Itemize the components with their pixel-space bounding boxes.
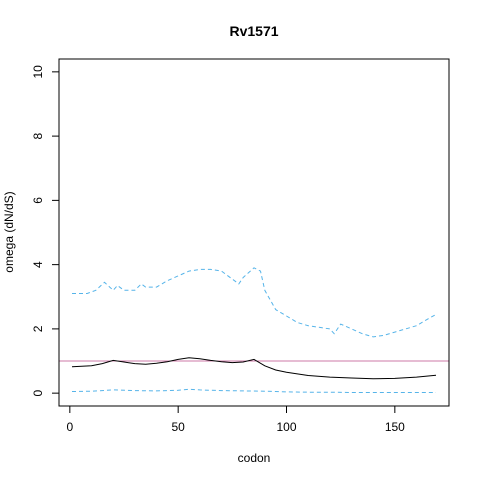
y-tick-label: 6 [31, 197, 45, 204]
x-tick-label: 0 [66, 420, 73, 434]
x-axis: 0 50 100 150 [66, 405, 405, 434]
y-axis: 0 2 4 6 8 10 [31, 65, 60, 396]
series-line-upper-ci [72, 267, 437, 338]
x-tick-label: 100 [276, 420, 296, 434]
y-tick-label: 10 [31, 65, 45, 79]
y-tick-label: 0 [31, 389, 45, 396]
y-tick-label: 8 [31, 132, 45, 139]
y-tick-label: 4 [31, 261, 45, 268]
x-tick-label: 150 [385, 420, 405, 434]
y-tick-label: 2 [31, 325, 45, 332]
plot-area [59, 267, 449, 393]
chart-title: Rv1571 [229, 23, 278, 39]
y-axis-label: omega (dN/dS) [2, 191, 16, 272]
series-line-omega [71, 357, 437, 380]
x-axis-label: codon [238, 451, 271, 465]
series-line-lower-ci [71, 388, 436, 393]
x-tick-label: 50 [171, 420, 185, 434]
